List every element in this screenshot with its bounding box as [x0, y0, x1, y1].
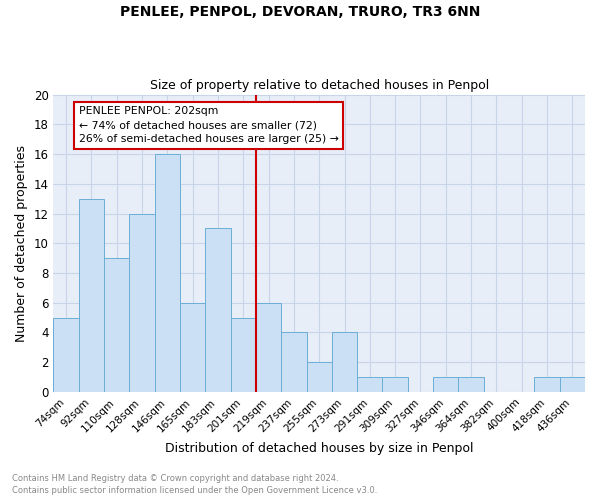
- Bar: [180, 302, 205, 392]
- Title: Size of property relative to detached houses in Penpol: Size of property relative to detached ho…: [149, 79, 489, 92]
- Y-axis label: Number of detached properties: Number of detached properties: [15, 145, 28, 342]
- Bar: [535, 377, 560, 392]
- Bar: [382, 377, 408, 392]
- Bar: [332, 332, 357, 392]
- Bar: [256, 302, 281, 392]
- X-axis label: Distribution of detached houses by size in Penpol: Distribution of detached houses by size …: [165, 442, 473, 455]
- Bar: [53, 318, 79, 392]
- Bar: [230, 318, 256, 392]
- Text: PENLEE, PENPOL, DEVORAN, TRURO, TR3 6NN: PENLEE, PENPOL, DEVORAN, TRURO, TR3 6NN: [120, 5, 480, 19]
- Bar: [281, 332, 307, 392]
- Bar: [79, 198, 104, 392]
- Bar: [205, 228, 230, 392]
- Bar: [560, 377, 585, 392]
- Bar: [307, 362, 332, 392]
- Text: Contains HM Land Registry data © Crown copyright and database right 2024.
Contai: Contains HM Land Registry data © Crown c…: [12, 474, 377, 495]
- Bar: [357, 377, 382, 392]
- Text: PENLEE PENPOL: 202sqm
← 74% of detached houses are smaller (72)
26% of semi-deta: PENLEE PENPOL: 202sqm ← 74% of detached …: [79, 106, 338, 144]
- Bar: [433, 377, 458, 392]
- Bar: [458, 377, 484, 392]
- Bar: [155, 154, 180, 392]
- Bar: [104, 258, 130, 392]
- Bar: [130, 214, 155, 392]
